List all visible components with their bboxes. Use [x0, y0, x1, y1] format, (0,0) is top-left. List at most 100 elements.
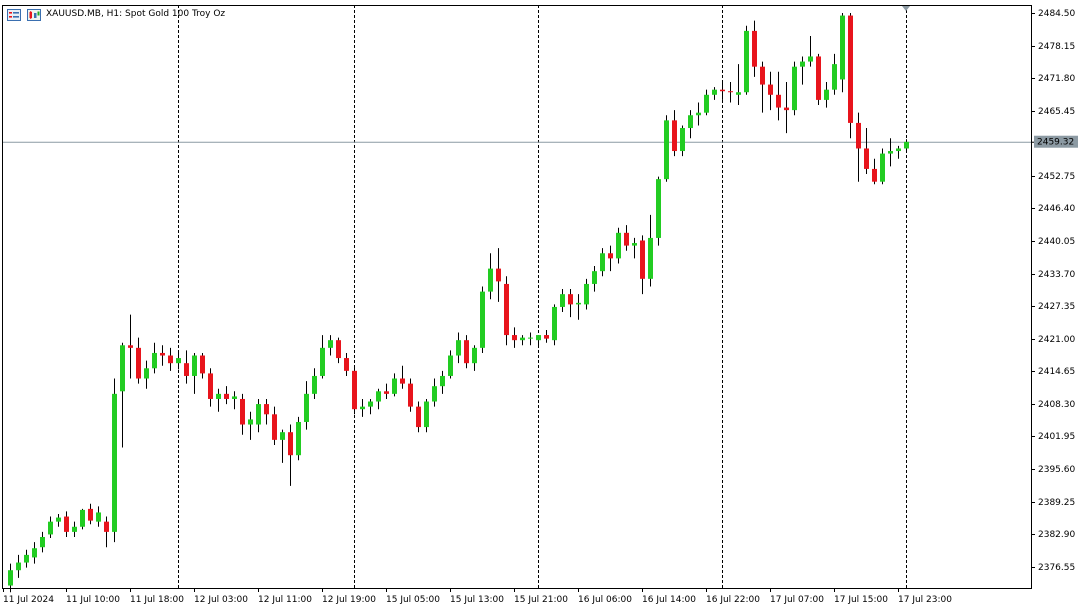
candle-body: [368, 401, 373, 407]
x-tick-label: 16 Jul 06:00: [578, 595, 632, 605]
x-tick-label: 12 Jul 03:00: [194, 595, 248, 605]
chart-shift-marker[interactable]: [902, 6, 910, 11]
candles: [8, 13, 909, 593]
candle-body: [384, 391, 389, 394]
candle-body: [680, 128, 685, 152]
candle-body: [720, 89, 725, 92]
candle: [144, 360, 149, 389]
candle: [648, 214, 653, 287]
candle: [520, 335, 525, 346]
candle: [48, 516, 53, 539]
candle-body: [240, 398, 245, 425]
candle: [832, 53, 837, 95]
candle: [152, 342, 157, 374]
y-tick-label: 2465.45: [1038, 107, 1075, 117]
candle: [360, 398, 365, 417]
candle: [280, 429, 285, 463]
candle-body: [64, 516, 69, 532]
y-tick-label: 2427.35: [1038, 302, 1075, 312]
current-price-text: 2459.32: [1037, 138, 1074, 148]
candle-body: [168, 355, 173, 364]
y-tick-label: 2389.25: [1038, 498, 1075, 508]
candle-body: [144, 368, 149, 379]
candle-body: [280, 432, 285, 440]
candle-body: [288, 432, 293, 456]
candle: [584, 278, 589, 310]
candle-body: [128, 345, 133, 348]
y-tick-label: 2446.40: [1038, 204, 1075, 214]
candle: [160, 345, 165, 366]
x-tick-label: 17 Jul 07:00: [770, 595, 824, 605]
candle: [664, 115, 669, 182]
candle: [856, 112, 861, 182]
candle: [472, 345, 477, 371]
chart-list-icon[interactable]: [7, 9, 21, 21]
candle: [8, 563, 13, 593]
candle: [488, 253, 493, 300]
candle: [176, 350, 181, 370]
candle: [872, 158, 877, 185]
x-tick-label: 12 Jul 11:00: [258, 595, 312, 605]
candle: [560, 289, 565, 313]
candle: [672, 110, 677, 157]
candle: [464, 335, 469, 369]
candle-body: [8, 570, 13, 586]
shift-marker[interactable]: [902, 6, 910, 11]
candle: [240, 393, 245, 435]
candle: [200, 352, 205, 379]
candle-body: [608, 253, 613, 259]
chart-frame: [2, 5, 1032, 589]
x-tick-label: 16 Jul 14:00: [642, 595, 696, 605]
candle-body: [176, 358, 181, 364]
candle: [640, 235, 645, 295]
candle-body: [848, 15, 853, 123]
candle-body: [480, 291, 485, 348]
candle: [848, 13, 853, 139]
candle: [808, 36, 813, 67]
candle-body: [816, 56, 821, 100]
vertical-grid: [178, 5, 907, 588]
candle: [432, 378, 437, 407]
candle: [696, 102, 701, 126]
candle-body: [768, 84, 773, 95]
candle-body: [120, 345, 125, 392]
candle-body: [472, 347, 477, 364]
y-tick-label: 2433.70: [1038, 270, 1075, 280]
candle-body: [616, 232, 621, 259]
candle: [864, 128, 869, 175]
candle: [264, 398, 269, 425]
candle-body: [272, 414, 277, 440]
candle: [504, 276, 509, 346]
x-tick-label: 12 Jul 19:00: [322, 595, 376, 605]
y-tick-label: 2376.55: [1038, 563, 1075, 573]
chart-type-icon[interactable]: [27, 9, 41, 21]
candle-body: [504, 283, 509, 336]
candle: [568, 289, 573, 318]
candle-body: [200, 355, 205, 374]
candle-body: [456, 340, 461, 356]
candle-body: [152, 352, 157, 369]
candle-body: [736, 92, 741, 95]
candle-body: [592, 271, 597, 284]
candle: [392, 373, 397, 397]
time-scale[interactable]: 11 Jul 2024 11 Jul 10:00 11 Jul 18:00 12 Ju…: [3, 588, 952, 605]
candle-body: [568, 294, 573, 305]
candle: [632, 237, 637, 259]
y-tick-label: 2440.05: [1038, 237, 1075, 247]
candle: [624, 225, 629, 251]
candle-body: [232, 396, 237, 399]
candle-body: [600, 253, 605, 272]
candle: [32, 542, 37, 564]
candle: [688, 110, 693, 139]
candle-body: [296, 421, 301, 456]
price-scale[interactable]: 2484.50 2478.15 2471.80 2465.45 2452.75 2446.…: [1031, 9, 1075, 573]
candle: [112, 378, 117, 543]
candle-body: [560, 294, 565, 307]
candle-body: [752, 30, 757, 67]
candle: [896, 145, 901, 159]
candle: [536, 335, 541, 348]
candle: [552, 304, 557, 346]
candle: [400, 365, 405, 389]
